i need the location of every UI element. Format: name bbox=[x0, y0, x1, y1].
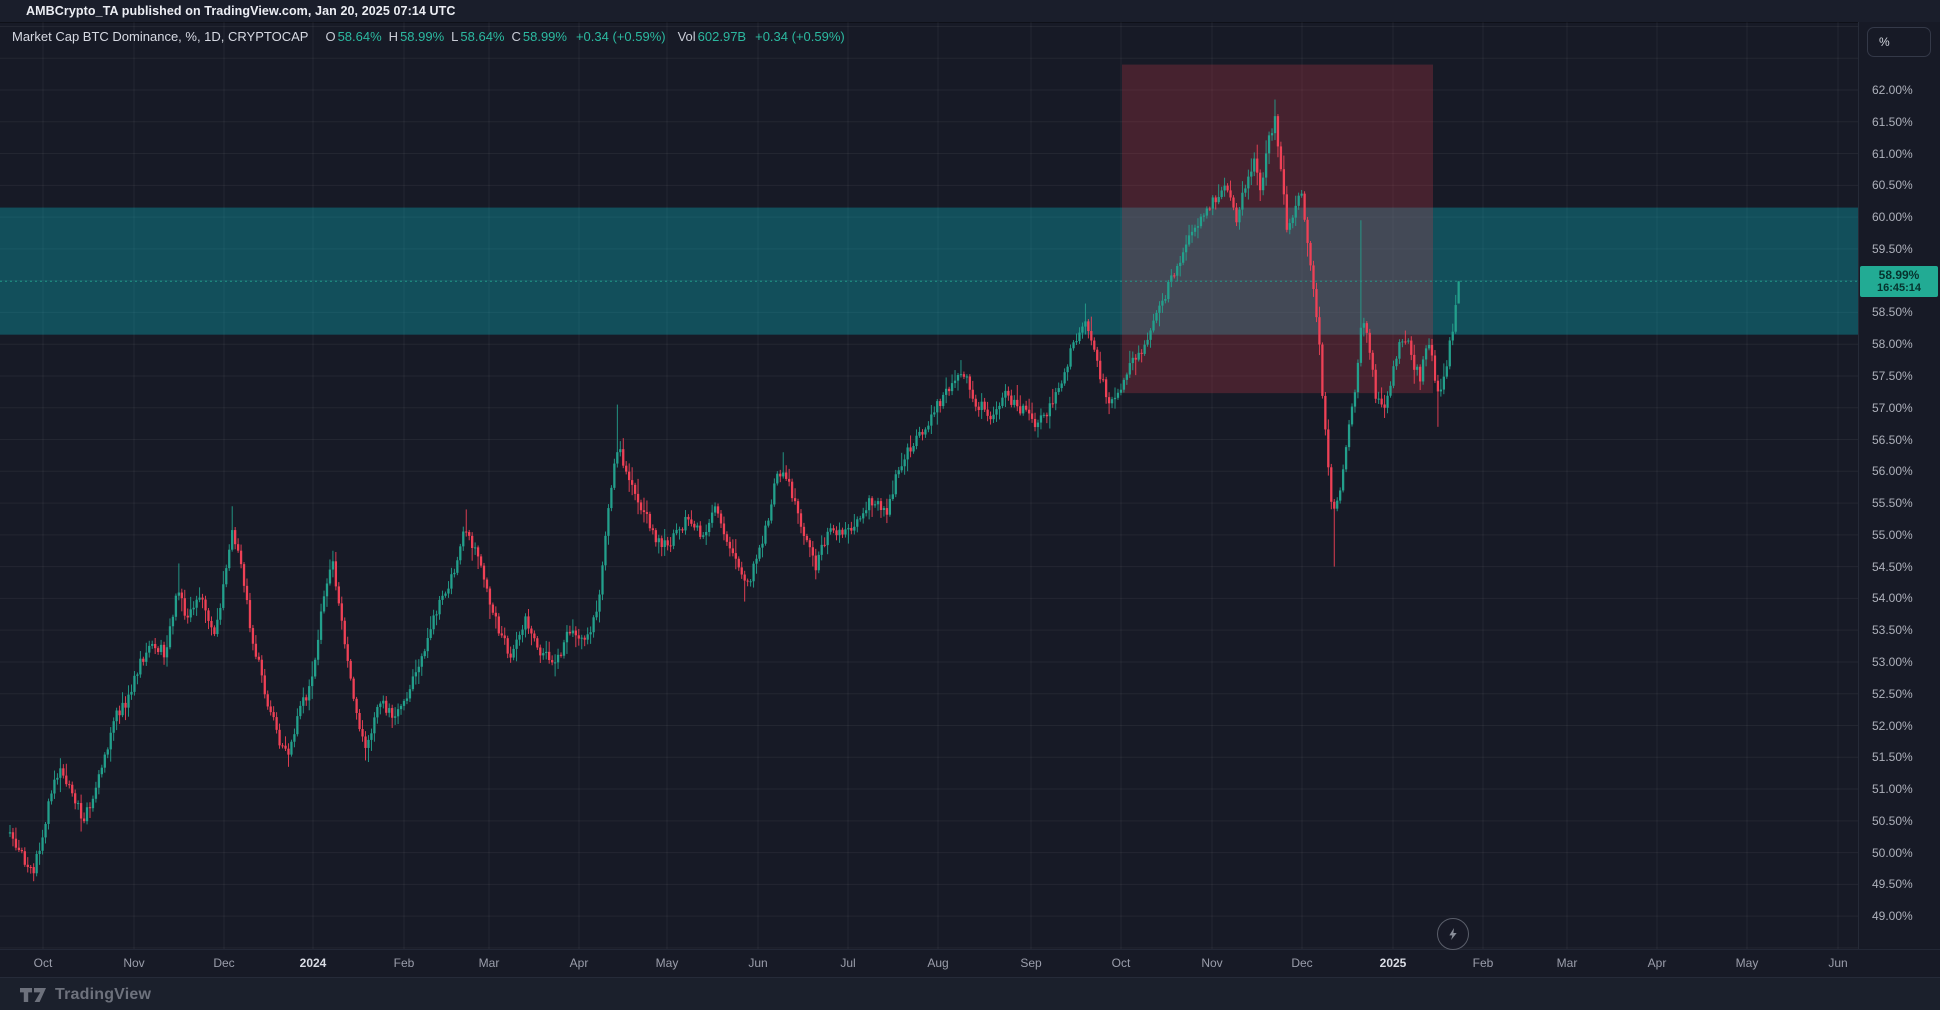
volume-value: 602.97B bbox=[697, 28, 747, 44]
price-tick-label: 56.00% bbox=[1872, 464, 1913, 479]
time-tick-label: Oct bbox=[1111, 956, 1131, 970]
price-tick-label: 53.00% bbox=[1872, 654, 1913, 669]
tradingview-logo-icon bbox=[20, 987, 46, 1002]
last-price-value: 58.99% bbox=[1878, 267, 1920, 282]
time-tick-label: 2024 bbox=[299, 956, 327, 970]
ohlc-readout: O 58.64% H 58.99% L 58.64% C 58.99% bbox=[318, 29, 567, 44]
time-tick-label: Aug bbox=[927, 956, 949, 970]
time-tick-label: Mar bbox=[1556, 956, 1578, 970]
time-tick-label: Mar bbox=[478, 956, 500, 970]
time-tick-label: Jun bbox=[1828, 956, 1848, 970]
symbol-legend: Market Cap BTC Dominance, %, 1D, CRYPTOC… bbox=[12, 28, 845, 44]
time-tick-label: Dec bbox=[1291, 956, 1313, 970]
quick-trade-button[interactable] bbox=[1437, 918, 1469, 950]
time-tick-label: Feb bbox=[1472, 956, 1494, 970]
price-axis[interactable]: % 62.00% 61.50% 61.00% 60.50% 60.00% 59.50% 58… bbox=[1858, 22, 1940, 949]
price-tick-label: 51.00% bbox=[1872, 782, 1913, 797]
price-tick-label: 61.00% bbox=[1872, 146, 1913, 161]
ohlc-field-label: C bbox=[511, 28, 521, 44]
time-tick-label: Nov bbox=[1201, 956, 1223, 970]
price-tick-label: 52.50% bbox=[1872, 686, 1913, 701]
price-tick-label: 53.50% bbox=[1872, 623, 1913, 638]
price-tick-label: 51.50% bbox=[1872, 750, 1913, 765]
time-tick-label: May bbox=[655, 956, 679, 970]
time-axis[interactable]: Oct Nov Dec 2024 Feb Mar Apr May Jun Jul Aug Sep Oct… bbox=[0, 949, 1940, 977]
time-tick-label: Sep bbox=[1020, 956, 1042, 970]
price-tick-label: 54.00% bbox=[1872, 591, 1913, 606]
time-tick-label: Nov bbox=[123, 956, 145, 970]
price-tick-label: 58.00% bbox=[1872, 337, 1913, 352]
price-tick-label: 50.00% bbox=[1872, 845, 1913, 860]
bar-countdown: 16:45:14 bbox=[1876, 281, 1922, 294]
time-tick-label: Apr bbox=[1647, 956, 1667, 970]
price-tick-label: 57.50% bbox=[1872, 368, 1913, 383]
ohlc-field-label: H bbox=[388, 28, 399, 44]
time-tick-label: 2025 bbox=[1379, 956, 1407, 970]
price-tick-label: 52.00% bbox=[1872, 718, 1913, 733]
ohlc-field-value: 58.64% bbox=[460, 28, 505, 44]
time-tick-label: May bbox=[1735, 956, 1759, 970]
candlestick-chart bbox=[0, 22, 1858, 949]
percent-unit-label: % bbox=[1879, 35, 1890, 49]
ohlc-field-value: 58.99% bbox=[400, 28, 445, 44]
ohlc-field-label: O bbox=[325, 28, 336, 44]
change-readout: +0.34 (+0.59%) bbox=[575, 28, 666, 44]
price-tick-label: 57.00% bbox=[1872, 400, 1913, 415]
price-tick-label: 60.00% bbox=[1872, 210, 1913, 225]
price-tick-label: 56.50% bbox=[1872, 432, 1913, 447]
tradingview-watermark[interactable]: TradingView bbox=[20, 986, 151, 1004]
volume-label: Vol bbox=[677, 28, 696, 44]
symbol-title[interactable]: Market Cap BTC Dominance, %, 1D, CRYPTOC… bbox=[12, 28, 309, 44]
price-tick-label: 58.50% bbox=[1872, 305, 1913, 320]
chart-plot-area[interactable] bbox=[0, 22, 1858, 949]
time-tick-label: Dec bbox=[213, 956, 235, 970]
price-tick-label: 49.50% bbox=[1872, 877, 1913, 892]
published-info-bar: AMBCrypto_TA published on TradingView.co… bbox=[0, 0, 1940, 23]
time-tick-label: Jun bbox=[748, 956, 768, 970]
time-tick-label: Apr bbox=[569, 956, 589, 970]
lightning-icon bbox=[1449, 928, 1457, 940]
time-tick-label: Jul bbox=[840, 956, 856, 970]
price-scale-unit-button[interactable]: % bbox=[1867, 27, 1931, 57]
time-tick-label: Oct bbox=[33, 956, 53, 970]
price-tick-label: 60.50% bbox=[1872, 178, 1913, 193]
time-tick-label: Feb bbox=[393, 956, 415, 970]
volume-change: +0.34 (+0.59%) bbox=[755, 28, 845, 44]
price-tick-label: 55.50% bbox=[1872, 496, 1913, 511]
price-tick-label: 55.00% bbox=[1872, 527, 1913, 542]
published-info-text: AMBCrypto_TA published on TradingView.co… bbox=[26, 4, 456, 18]
ohlc-field-value: 58.99% bbox=[522, 28, 567, 44]
price-tick-label: 61.50% bbox=[1872, 114, 1913, 129]
ohlc-field-value: 58.64% bbox=[337, 28, 382, 44]
price-tick-label: 49.00% bbox=[1872, 909, 1913, 924]
price-tick-label: 62.00% bbox=[1872, 83, 1913, 97]
price-tick-label: 54.50% bbox=[1872, 559, 1913, 574]
ohlc-field-label: L bbox=[451, 28, 459, 44]
tradingview-watermark-text: TradingView bbox=[55, 985, 152, 1003]
price-tick-label: 59.50% bbox=[1872, 241, 1913, 256]
footer-strip: TradingView bbox=[0, 977, 1940, 1010]
last-price-label: 58.99% 16:45:14 bbox=[1860, 265, 1938, 297]
price-tick-label: 50.50% bbox=[1872, 813, 1913, 828]
